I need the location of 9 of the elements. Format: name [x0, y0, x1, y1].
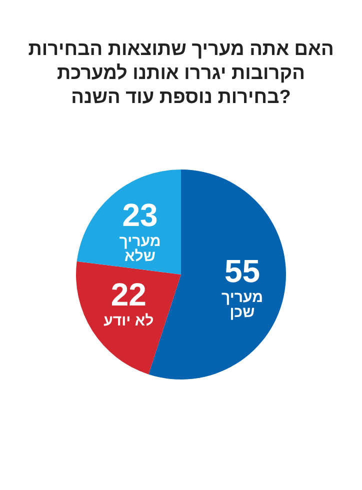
data-label: 22 [110, 276, 146, 313]
slice-label: לא יודע [104, 312, 154, 330]
slice-label: מעריך שלא [119, 232, 161, 265]
data-label: 55 [224, 253, 260, 290]
data-label: 23 [122, 196, 158, 233]
pie-slice [76, 170, 181, 274]
chart-title: האם אתה מעריך שתוצאות הבחירות הקרובות יגררו אותנו למערכת בחירות נוספת עוד השנה? [28, 39, 334, 108]
pie-slice [76, 261, 181, 374]
slice-label: מעריך שכן [221, 289, 263, 322]
